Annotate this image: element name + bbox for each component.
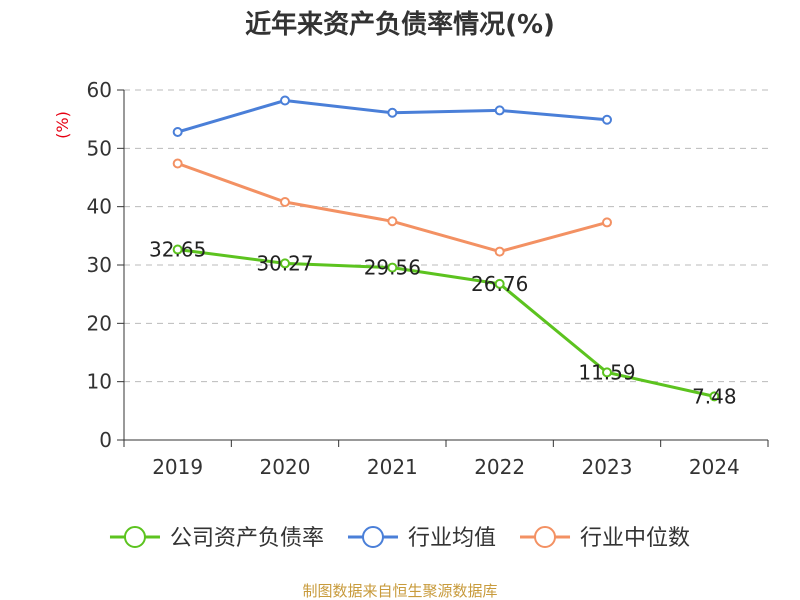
legend-marker-icon	[361, 526, 384, 548]
legend-marker-icon	[534, 526, 557, 548]
x-tick-label: 2022	[474, 455, 525, 479]
x-tick-label: 2024	[689, 455, 740, 479]
y-tick-label: 50	[87, 136, 112, 160]
x-tick-label: 2021	[367, 455, 418, 479]
data-point	[280, 258, 290, 269]
legend-label: 行业中位数	[580, 526, 690, 551]
axes: 0 10 20 30 40 50 60 2019 2020 2021 2022 2023 2024	[87, 78, 769, 479]
data-label: 30.27	[256, 251, 313, 275]
y-tick-label: 60	[87, 78, 112, 102]
y-tick-label: 0	[99, 428, 112, 452]
gridlines	[124, 89, 768, 383]
legend-label: 行业均值	[408, 526, 496, 551]
x-tick-label: 2019	[152, 455, 203, 479]
y-axis-unit: (%)	[53, 111, 72, 139]
data-point	[172, 158, 183, 169]
data-point	[602, 217, 612, 228]
data-point	[387, 262, 398, 273]
x-tick-label: 2023	[582, 455, 633, 479]
data-point	[494, 246, 505, 257]
legend-item[interactable]: 行业中位数	[520, 526, 690, 551]
data-point	[602, 367, 612, 378]
data-point	[172, 244, 183, 255]
chart-title: 近年来资产负债率情况(%)	[245, 9, 555, 40]
source-note: 制图数据来自恒生聚源数据库	[302, 582, 497, 600]
y-tick-label: 20	[87, 311, 112, 335]
y-tick-label: 10	[87, 370, 112, 394]
data-point	[709, 391, 720, 402]
data-point	[494, 278, 505, 289]
data-label: 11.59	[578, 360, 635, 384]
y-tick-label: 40	[87, 195, 112, 219]
series-line	[176, 162, 609, 254]
legend-item[interactable]: 公司资产负债率	[109, 526, 324, 551]
data-point	[494, 105, 505, 116]
y-tick-label: 30	[87, 253, 112, 277]
data-label: 32.65	[149, 238, 206, 262]
data-label: 26.76	[471, 272, 528, 296]
data-point	[280, 95, 290, 106]
data-point	[387, 107, 398, 118]
legend-item[interactable]: 行业均值	[347, 526, 496, 551]
legend-label: 公司资产负债率	[170, 526, 324, 551]
data-point	[387, 216, 398, 227]
data-point	[602, 114, 612, 125]
series-lines	[172, 95, 720, 402]
data-label: 7.48	[692, 384, 737, 408]
data-label: 29.56	[364, 256, 421, 280]
data-point	[280, 197, 290, 207]
legend-marker-icon	[123, 526, 146, 548]
legend[interactable]: 公司资产负债率 行业均值 行业中位数	[109, 526, 690, 551]
series-line	[176, 248, 716, 398]
x-tick-label: 2020	[260, 455, 311, 479]
data-point	[172, 127, 183, 137]
data-labels: 32.65 30.27 29.56 26.76 11.59 7.48	[149, 238, 737, 409]
